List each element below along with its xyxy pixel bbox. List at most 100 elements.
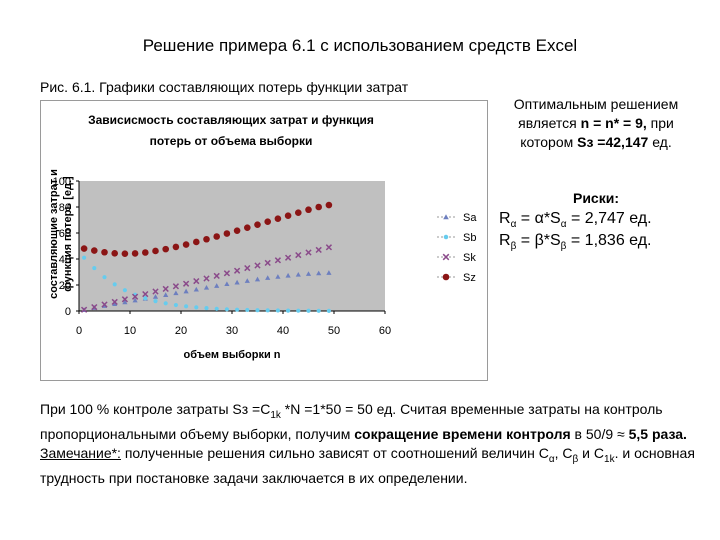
data-point-sk (274, 257, 282, 264)
data-point-sz (162, 245, 169, 253)
chart-title-line-1: Зависисмость составляющих затрат и функц… (88, 113, 374, 127)
data-point-sz (274, 215, 282, 222)
optimal-line-3: котором Sз =42,147 ед. (520, 134, 672, 150)
y-axis-label-line-2: функция потерь [ед.] (62, 176, 74, 292)
data-point-sa (316, 270, 322, 276)
x-tick-label: 50 (328, 325, 340, 337)
data-point-sb (102, 275, 107, 280)
data-point-sz (254, 221, 261, 228)
legend-marker-sz (442, 273, 450, 281)
y-tick-label: 80 (59, 202, 71, 214)
data-point-sa (305, 271, 312, 276)
optimal-cost-value: Sз =42,147 (577, 134, 649, 150)
data-point-sk (244, 264, 251, 272)
data-point-sa (214, 283, 220, 288)
data-point-sb (316, 308, 321, 313)
x-axis-label: объем выборки n (184, 349, 281, 361)
data-point-sa (173, 290, 179, 296)
data-point-sz (325, 201, 333, 209)
data-point-sz (142, 249, 149, 256)
optimal-line-2: является n = n* = 9, при (518, 115, 674, 131)
data-point-sz (244, 224, 251, 231)
y-tick-label: 0 (65, 306, 71, 318)
optimal-solution-note: Оптимальным решением является n = n* = 9… (496, 95, 696, 152)
x-tick-label: 60 (379, 325, 391, 337)
data-point-sa (132, 297, 138, 303)
data-point-sk (203, 275, 210, 282)
data-point-sa (295, 272, 301, 277)
data-point-sz (213, 233, 220, 240)
data-point-sk (80, 306, 88, 313)
y-tick-label: 20 (59, 280, 71, 292)
risks-heading: Риски: (572, 190, 619, 206)
data-point-sk (305, 249, 312, 256)
data-point-sk (131, 293, 139, 300)
data-point-sk (182, 280, 190, 287)
data-point-sa (285, 272, 291, 278)
data-point-sb (112, 282, 117, 287)
data-point-sk (264, 259, 271, 267)
slide-title: Решение примера 6.1 с использованием сре… (142, 36, 578, 55)
data-point-sb (296, 308, 301, 313)
data-point-sb (275, 308, 280, 313)
data-point-sb (163, 301, 168, 306)
data-point-sa (183, 288, 189, 294)
note-label: Замечание*: (40, 444, 121, 461)
legend-label-sk: Sk (463, 252, 476, 264)
legend-marker-sb (443, 234, 449, 240)
data-point-sa (112, 301, 118, 307)
data-point-sb (173, 302, 178, 308)
data-point-sb (245, 307, 250, 313)
risk-beta-formula: Rβ = β*Sβ = 1,836 ед. (499, 232, 652, 253)
y-tick-label: 60 (59, 228, 71, 240)
data-point-sz (305, 206, 312, 214)
data-point-sa (122, 299, 128, 305)
data-point-sb (204, 306, 209, 311)
data-point-sb (326, 308, 331, 313)
data-point-sa (326, 270, 332, 275)
data-point-sz (111, 249, 118, 257)
legend-marker-sa (443, 214, 449, 220)
y-axis-label-line-1: составляющие затрат и (48, 169, 60, 299)
data-point-sb (286, 308, 291, 313)
data-point-sz (315, 203, 323, 211)
data-point-sa (224, 281, 230, 287)
legend-marker-sk (442, 253, 450, 261)
data-point-sz (91, 247, 98, 254)
data-point-sz (80, 245, 88, 252)
x-tick-label: 10 (124, 325, 136, 337)
data-point-sa (275, 274, 281, 279)
x-tick-label: 30 (226, 325, 238, 337)
legend-label-sz: Sz (463, 272, 476, 284)
data-point-sk (233, 267, 241, 274)
data-point-sk (172, 283, 180, 290)
data-point-sa (152, 294, 159, 299)
data-point-sk (295, 251, 302, 259)
data-point-sa (193, 286, 199, 292)
data-point-sk (315, 246, 322, 254)
data-point-sa (163, 292, 169, 297)
data-point-sa (234, 279, 240, 285)
data-point-sb (235, 307, 240, 312)
data-point-sk (152, 288, 159, 295)
data-point-sz (121, 250, 129, 257)
data-point-sk (91, 303, 98, 311)
data-point-sa (244, 278, 250, 283)
data-point-sz (172, 243, 180, 251)
data-point-sz (264, 218, 271, 225)
data-point-sk (162, 285, 169, 293)
data-point-sb (214, 306, 219, 311)
y-tick-label: 100 (53, 176, 71, 188)
figure-caption: Рис. 6.1. Графики составляющих потерь фу… (40, 79, 409, 95)
cost-chart: Зависисмость составляющих затрат и функц… (48, 113, 477, 361)
data-point-sk (101, 301, 108, 308)
data-point-sz (295, 209, 302, 217)
optimal-line-1: Оптимальным решением (513, 96, 679, 112)
data-point-sb (153, 299, 158, 304)
data-point-sa (203, 285, 210, 290)
optimal-n-value: n = n* = 9, (580, 115, 647, 131)
data-point-sb (194, 305, 199, 310)
data-point-sz (233, 227, 241, 234)
data-point-sk (111, 298, 118, 306)
data-point-sz (101, 248, 108, 256)
